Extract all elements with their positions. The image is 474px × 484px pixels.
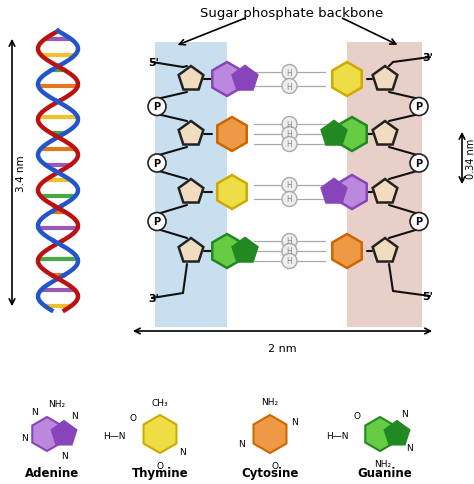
Circle shape (410, 155, 428, 173)
Text: P: P (154, 102, 161, 112)
Circle shape (282, 117, 297, 132)
Text: 2 nm: 2 nm (268, 343, 297, 353)
Text: H: H (287, 68, 292, 77)
Polygon shape (233, 67, 257, 91)
Text: N: N (61, 452, 67, 461)
Polygon shape (365, 417, 395, 451)
Polygon shape (373, 239, 397, 262)
Text: H—N: H—N (103, 432, 126, 440)
Polygon shape (384, 421, 410, 445)
Text: 5': 5' (148, 58, 159, 68)
Circle shape (282, 192, 297, 207)
Polygon shape (373, 67, 397, 91)
Circle shape (282, 234, 297, 249)
Circle shape (282, 254, 297, 269)
Polygon shape (332, 63, 362, 97)
Circle shape (282, 127, 297, 142)
Text: Guanine: Guanine (357, 466, 412, 479)
Circle shape (410, 213, 428, 231)
Text: O: O (272, 462, 279, 470)
Text: 5': 5' (422, 291, 433, 302)
Text: 3.4 nm: 3.4 nm (16, 155, 26, 191)
Text: NH₂: NH₂ (48, 400, 65, 408)
Text: N: N (238, 439, 246, 449)
Polygon shape (179, 67, 203, 91)
Text: N: N (179, 448, 185, 456)
Text: Adenine: Adenine (25, 466, 79, 479)
Text: O: O (129, 414, 137, 423)
Text: H: H (287, 181, 292, 190)
Text: P: P (154, 217, 161, 227)
Text: 3': 3' (148, 293, 159, 303)
Text: H: H (287, 130, 292, 139)
Polygon shape (233, 239, 257, 262)
Polygon shape (337, 176, 367, 210)
Polygon shape (179, 180, 203, 203)
Polygon shape (179, 122, 203, 145)
Text: H: H (287, 247, 292, 256)
Text: H: H (287, 82, 292, 91)
Text: H: H (287, 257, 292, 266)
Circle shape (282, 79, 297, 94)
Polygon shape (52, 421, 76, 445)
Polygon shape (254, 415, 286, 453)
Polygon shape (332, 235, 362, 269)
Text: H—N: H—N (327, 432, 349, 440)
Polygon shape (373, 122, 397, 145)
Circle shape (282, 65, 297, 80)
Text: N: N (31, 408, 37, 417)
Text: CH₃: CH₃ (152, 399, 168, 408)
Text: N: N (407, 443, 413, 453)
Circle shape (282, 178, 297, 193)
Circle shape (148, 213, 166, 231)
Text: P: P (154, 159, 161, 168)
Text: O: O (354, 412, 361, 421)
Text: H: H (287, 195, 292, 204)
Text: Cytosine: Cytosine (241, 466, 299, 479)
Polygon shape (212, 63, 242, 97)
Text: NH₂: NH₂ (374, 459, 392, 469)
Text: NH₂: NH₂ (262, 398, 279, 407)
Text: Sugar phosphate backbone: Sugar phosphate backbone (201, 7, 383, 20)
Polygon shape (337, 118, 367, 151)
Text: N: N (292, 418, 298, 426)
Text: N: N (401, 409, 409, 419)
Circle shape (282, 244, 297, 259)
Circle shape (148, 98, 166, 116)
Text: H: H (287, 237, 292, 246)
Polygon shape (217, 176, 247, 210)
Polygon shape (212, 235, 242, 269)
Circle shape (148, 155, 166, 173)
Bar (347, 43, 422, 327)
Polygon shape (322, 122, 346, 145)
Polygon shape (179, 239, 203, 262)
Polygon shape (373, 180, 397, 203)
Text: N: N (21, 434, 27, 442)
Polygon shape (144, 415, 176, 453)
Polygon shape (217, 118, 247, 151)
Text: N: N (71, 412, 77, 421)
Bar (155, 43, 227, 327)
Text: O: O (156, 462, 164, 470)
Polygon shape (322, 180, 346, 203)
Text: 0.34 nm: 0.34 nm (466, 138, 474, 179)
Text: P: P (415, 217, 422, 227)
Circle shape (410, 98, 428, 116)
Text: H: H (287, 120, 292, 129)
Text: H: H (287, 140, 292, 149)
Text: 3': 3' (422, 53, 433, 63)
Text: P: P (415, 159, 422, 168)
Polygon shape (32, 417, 62, 451)
Text: P: P (415, 102, 422, 112)
Text: Thymine: Thymine (132, 466, 188, 479)
Circle shape (282, 137, 297, 152)
